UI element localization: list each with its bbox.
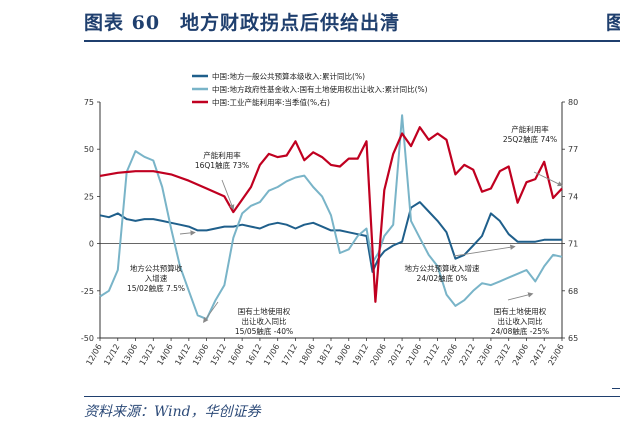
y-left-tick-label: 75 (84, 98, 94, 107)
annotation-text: 出让收入同比 (498, 316, 543, 326)
chart-area: -50 -25 0 25 50 75 65 68 71 74 77 80 12/0612/1213/06… (81, 71, 578, 367)
annotation-text: 产能利用率 (511, 124, 549, 134)
annotation-text: 国有土地使用权 (494, 306, 547, 316)
y-left-tick-label: -50 (81, 334, 94, 343)
figure-title: 图表 60 地方财政拐点后供给出清 (84, 12, 401, 34)
annotation-text: 地方公共预算收入增速 (405, 263, 480, 273)
annotation-text: 15/02触底 7.5% (127, 283, 185, 293)
x-tick-label: 16/06 (227, 343, 246, 367)
x-tick-label: 15/12 (209, 343, 228, 367)
x-tick-label: 19/06 (333, 343, 352, 367)
y-right-tick-label: 77 (568, 145, 578, 154)
annotation-arrow (221, 179, 235, 211)
source-note: 资料来源：Wind，华创证券 (84, 404, 261, 420)
annotation-text: 24/08触底 -25% (491, 326, 549, 336)
legend-label: 中国:地方政府性基金收入:国有土地使用权出让收入:累计同比(%) (212, 84, 428, 94)
y-left-tick-label: 0 (89, 240, 94, 249)
x-tick-label: 23/12 (493, 343, 512, 367)
annotation-text: 15/05触底 -40% (235, 326, 293, 336)
x-tick-label: 22/06 (440, 343, 459, 367)
title-rule (84, 40, 620, 42)
land-sale-revenue-line (99, 114, 563, 321)
x-tick-label: 15/06 (191, 343, 210, 367)
local-budget-revenue-line (99, 201, 562, 273)
annotation-text: 16Q1触底 73% (195, 160, 249, 170)
annotation-text: 24/02触底 0% (417, 273, 468, 283)
x-tick-label: 24/12 (529, 343, 548, 367)
x-tick-label: 13/06 (120, 343, 139, 367)
capacity-utilization-line (99, 126, 563, 303)
annotation-arrow (507, 292, 534, 301)
x-tick-label: 18/06 (298, 343, 317, 367)
y-left-tick-label: -25 (81, 287, 94, 296)
footer-rule (84, 396, 620, 397)
annotation-arrow (179, 230, 196, 236)
x-tick-label: 22/12 (458, 343, 477, 367)
legend-label: 中国:工业产能利用率:当季值(%,右) (212, 97, 330, 107)
annotation-text: 地方公共预算收 (130, 263, 183, 273)
x-tick-label: 19/12 (351, 343, 370, 367)
adjacent-figure-rule-fragment (612, 388, 620, 389)
adjacent-figure-title-fragment: 图 (606, 12, 620, 34)
annotation-text: 国有土地使用权 (238, 306, 291, 316)
x-tick-label: 21/12 (422, 343, 441, 367)
x-tick-label: 16/12 (244, 343, 263, 367)
x-tick-label: 23/06 (475, 343, 494, 367)
x-tick-label: 12/06 (84, 343, 103, 367)
y-right-tick-label: 68 (568, 287, 578, 296)
annotation-arrow (533, 171, 563, 187)
x-tick-label: 21/06 (404, 343, 423, 367)
legend-label: 中国:地方一般公共预算本级收入:累计同比(%) (212, 71, 365, 81)
annotation-text: 产能利用率 (203, 150, 241, 160)
x-tick-label: 25/06 (546, 343, 565, 367)
y-right-tick-label: 65 (568, 334, 578, 343)
x-tick-label: 17/06 (262, 343, 281, 367)
x-tick-label: 24/06 (511, 343, 530, 367)
annotation-text: 入增速 (145, 273, 168, 283)
annotation-text: 25Q2触底 74% (503, 134, 557, 144)
y-left-tick-label: 25 (84, 192, 94, 201)
x-tick-label: 20/12 (386, 343, 405, 367)
y-right-tick-label: 80 (568, 98, 578, 107)
annotation-arrow (203, 301, 219, 323)
x-tick-label: 14/06 (155, 343, 174, 367)
y-right-tick-label: 71 (568, 240, 578, 249)
y-left-tick-label: 50 (84, 145, 94, 154)
x-tick-label: 18/12 (315, 343, 334, 367)
x-tick-label: 12/12 (102, 343, 121, 367)
y-right-tick-label: 74 (568, 192, 578, 201)
annotation-arrow (453, 244, 516, 257)
x-tick-label: 20/06 (369, 343, 388, 367)
x-tick-label: 17/12 (280, 343, 299, 367)
x-tick-label: 14/12 (173, 343, 192, 367)
annotation-text: 出让收入同比 (242, 316, 287, 326)
x-tick-label: 13/12 (138, 343, 157, 367)
